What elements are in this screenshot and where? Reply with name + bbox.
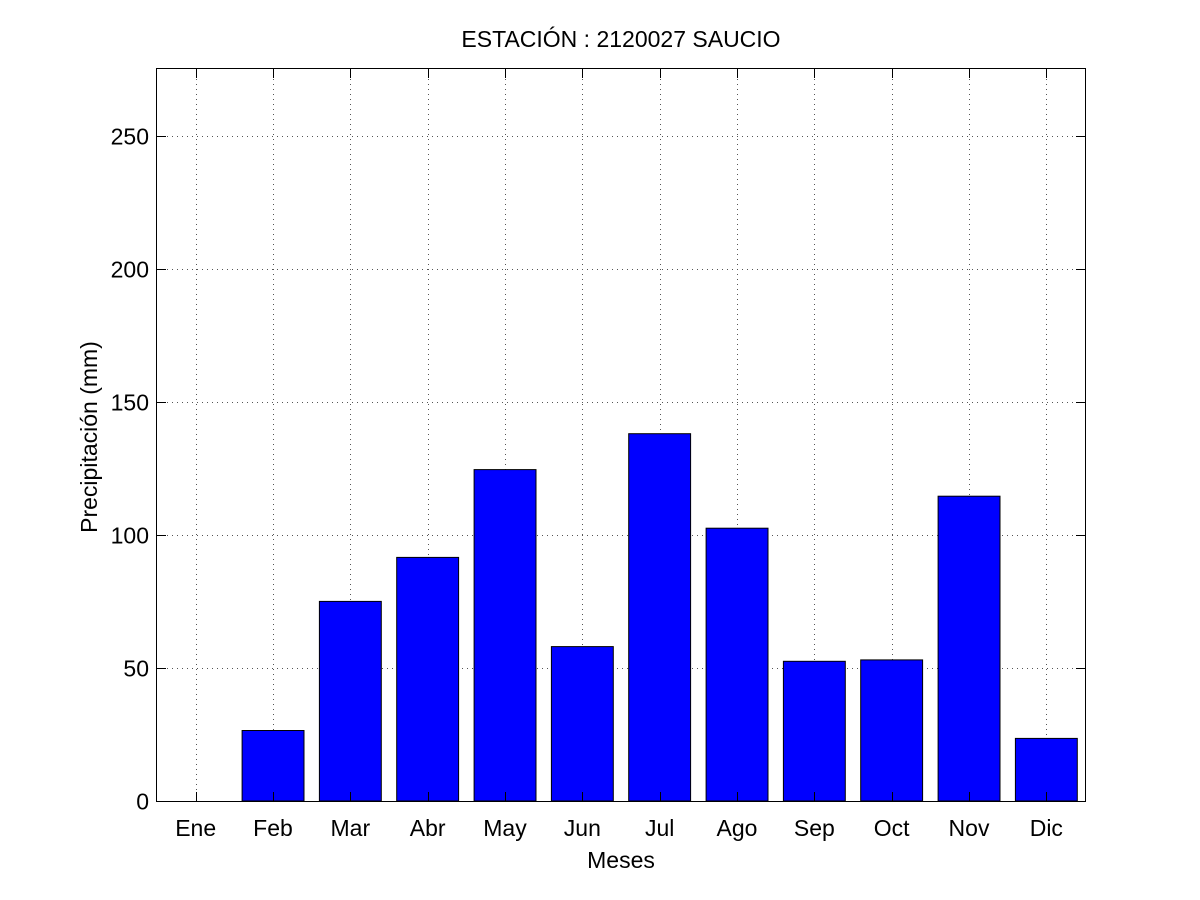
plot-area xyxy=(156,68,1086,802)
bar-mar xyxy=(318,600,382,802)
plot-frame xyxy=(156,68,1086,802)
x-tick-label: Jun xyxy=(564,815,601,841)
x-tick-label: Ago xyxy=(717,815,758,841)
chart-title: ESTACIÓN : 2120027 SAUCIO xyxy=(461,26,780,52)
x-axis-label: Meses xyxy=(587,847,655,873)
bar-sep xyxy=(782,660,846,802)
axis-ticks xyxy=(157,69,1085,802)
y-tick-label: 0 xyxy=(136,789,149,815)
y-tick-label: 50 xyxy=(123,656,149,682)
y-tick-label: 100 xyxy=(111,523,149,549)
y-tick-label: 200 xyxy=(111,257,149,283)
bar-dic xyxy=(1014,737,1078,802)
x-tick-label: Oct xyxy=(874,815,910,841)
x-tick-label: May xyxy=(483,815,527,841)
bar-jul xyxy=(628,433,692,802)
x-tick-label: Abr xyxy=(410,815,446,841)
x-tick-label: Jul xyxy=(645,815,674,841)
x-tick-label: Nov xyxy=(949,815,990,841)
x-axis-tick-labels: Ene Feb Mar Abr May Jun Jul Ago Sep Oct Nov Dic xyxy=(175,815,1063,841)
x-tick-label: Feb xyxy=(253,815,293,841)
x-tick-label: Mar xyxy=(331,815,371,841)
bar-nov xyxy=(937,495,1001,802)
y-tick-label: 150 xyxy=(111,390,149,416)
y-axis-tick-labels: 0 50 100 150 200 250 xyxy=(111,124,149,815)
x-tick-label: Ene xyxy=(175,815,216,841)
bar-may xyxy=(473,469,537,802)
x-tick-label: Dic xyxy=(1030,815,1063,841)
bar-feb xyxy=(241,730,305,802)
bar-oct xyxy=(860,659,924,802)
bar-ago xyxy=(705,527,769,802)
y-tick-label: 250 xyxy=(111,124,149,150)
bars xyxy=(241,433,1078,802)
bar-jun xyxy=(550,646,614,802)
x-tick-label: Sep xyxy=(794,815,835,841)
y-axis-label: Precipitación (mm) xyxy=(76,341,102,533)
bar-abr xyxy=(396,556,460,802)
